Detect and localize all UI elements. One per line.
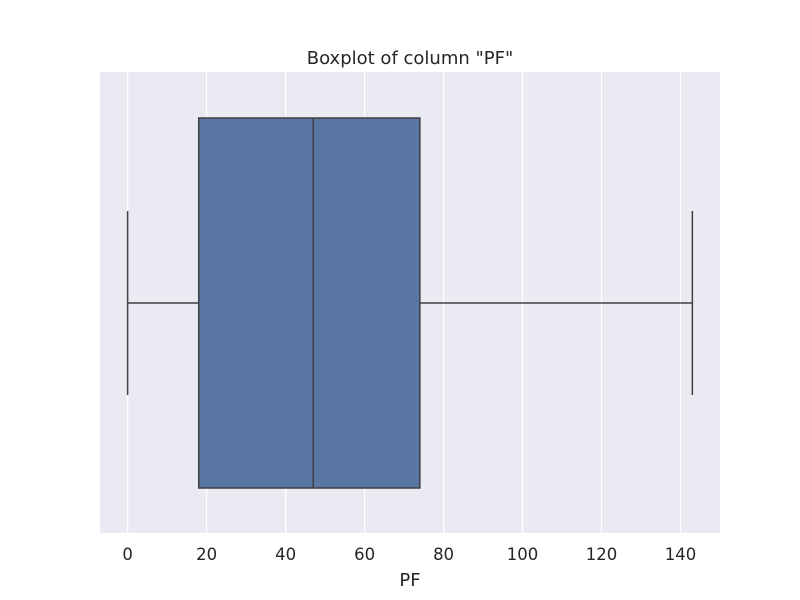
x-tick-label: 80 <box>433 545 454 564</box>
x-tick-label: 120 <box>586 545 618 564</box>
boxplot <box>126 117 694 489</box>
x-tick-label: 100 <box>507 545 539 564</box>
x-tick-label: 60 <box>354 545 375 564</box>
interquartile-box <box>197 117 421 489</box>
x-tick-label: 40 <box>275 545 296 564</box>
x-tick-label: 140 <box>665 545 697 564</box>
x-axis-label: PF <box>399 570 420 591</box>
x-tick-label: 20 <box>196 545 217 564</box>
chart-title: Boxplot of column "PF" <box>307 48 514 69</box>
x-tick-label: 0 <box>122 545 133 564</box>
x-axis-ticks: 0 20 40 60 80 100 120 140 <box>122 545 696 564</box>
